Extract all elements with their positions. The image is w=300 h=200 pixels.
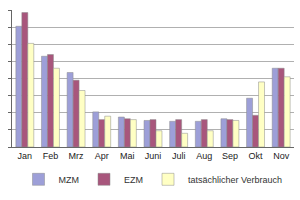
svg-text:Apr: Apr	[95, 151, 109, 161]
svg-text:Mai: Mai	[120, 151, 135, 161]
svg-text:Mrz: Mrz	[69, 151, 84, 161]
svg-text:Okt: Okt	[249, 151, 264, 161]
svg-text:EZM: EZM	[124, 175, 143, 185]
svg-text:Jan: Jan	[18, 151, 33, 161]
svg-text:tatsächlicher Verbrauch: tatsächlicher Verbrauch	[188, 175, 282, 185]
svg-text:Sep: Sep	[222, 151, 238, 161]
svg-text:Juni: Juni	[145, 151, 162, 161]
svg-text:Nov: Nov	[273, 151, 290, 161]
svg-text:Aug: Aug	[196, 151, 212, 161]
svg-text:Feb: Feb	[43, 151, 59, 161]
svg-text:MZM: MZM	[59, 175, 80, 185]
svg-text:Juli: Juli	[172, 151, 186, 161]
